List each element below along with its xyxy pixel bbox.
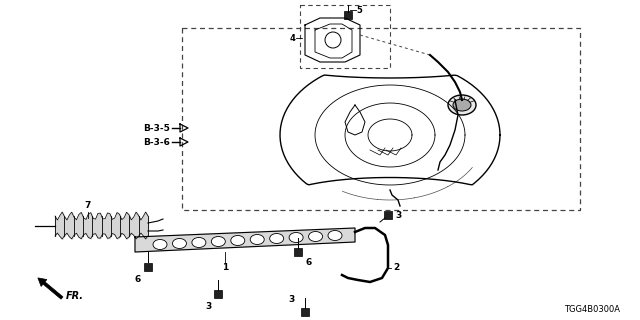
Text: 2: 2 — [393, 263, 399, 273]
Text: 3: 3 — [395, 211, 401, 220]
Ellipse shape — [448, 95, 476, 115]
Text: 3: 3 — [205, 302, 211, 311]
Ellipse shape — [308, 231, 323, 242]
Ellipse shape — [328, 230, 342, 241]
Ellipse shape — [250, 235, 264, 244]
Text: 1: 1 — [222, 263, 228, 272]
Text: 6: 6 — [135, 275, 141, 284]
Text: 7: 7 — [85, 201, 91, 210]
Ellipse shape — [453, 99, 471, 111]
FancyArrow shape — [38, 278, 63, 299]
Text: B-3-5: B-3-5 — [143, 124, 170, 132]
Ellipse shape — [172, 238, 186, 249]
Ellipse shape — [289, 233, 303, 243]
Text: TGG4B0300A: TGG4B0300A — [564, 305, 620, 314]
Ellipse shape — [231, 236, 244, 245]
Text: 4: 4 — [289, 34, 295, 43]
Text: FR.: FR. — [66, 291, 84, 301]
Polygon shape — [135, 228, 355, 252]
Ellipse shape — [153, 239, 167, 250]
Text: 3: 3 — [289, 295, 295, 305]
Ellipse shape — [192, 237, 206, 247]
Ellipse shape — [211, 236, 225, 246]
Ellipse shape — [269, 234, 284, 244]
Text: 6: 6 — [305, 258, 311, 267]
Text: B-3-6: B-3-6 — [143, 138, 170, 147]
Text: 5: 5 — [356, 5, 362, 14]
